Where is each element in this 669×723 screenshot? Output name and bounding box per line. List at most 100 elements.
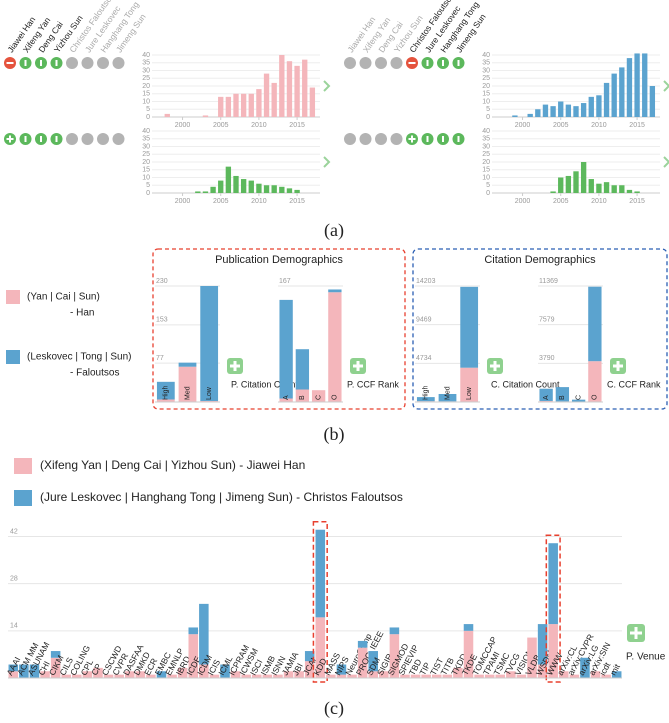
legend-swatch — [6, 350, 20, 364]
bar-segment — [611, 671, 622, 678]
button-label: C. Citation Count — [491, 379, 560, 389]
y-tick-label: 30 — [142, 143, 150, 150]
bar-segment — [484, 674, 495, 678]
category-label: O — [592, 394, 599, 400]
bar-segment — [539, 388, 553, 401]
bar-segment — [421, 674, 431, 678]
author-toggle[interactable] — [81, 57, 94, 69]
bar-segment — [156, 381, 175, 400]
bar-segment — [177, 667, 188, 678]
bar — [294, 189, 300, 193]
bar — [550, 191, 556, 193]
author-toggle[interactable] — [375, 133, 387, 145]
bar-segment — [178, 366, 197, 402]
category-label: A — [283, 395, 290, 400]
bar-segment — [200, 286, 219, 401]
group-box — [412, 248, 668, 410]
bar-segment — [548, 624, 558, 678]
y-tick-label: 25 — [142, 151, 150, 158]
bar — [565, 175, 572, 193]
highlight-box — [312, 520, 328, 683]
bar-segment — [315, 529, 326, 618]
author-toggle[interactable] — [97, 133, 109, 145]
bar-segment — [8, 664, 19, 672]
bar — [286, 61, 293, 117]
y-tick-label: 25 — [142, 75, 150, 82]
y-tick-label: 15 — [142, 167, 150, 174]
x-tick-label: 2000 — [515, 198, 531, 205]
bar-segment — [328, 292, 342, 402]
bar-segment — [19, 664, 29, 678]
bar-segment — [93, 667, 103, 678]
bar-segment — [389, 634, 400, 678]
author-toggle[interactable] — [344, 133, 356, 145]
bar — [535, 109, 541, 117]
bar-segment — [588, 286, 602, 362]
bar-segment — [279, 299, 293, 399]
x-tick-label: 2005 — [213, 198, 229, 205]
bar — [294, 65, 300, 117]
bar-segment — [580, 657, 590, 678]
bar-segment — [146, 674, 156, 678]
author-toggle[interactable] — [66, 57, 78, 69]
bar — [611, 73, 617, 117]
y-tick-label: 77 — [156, 355, 164, 362]
bar-segment — [326, 674, 336, 678]
bar — [558, 101, 564, 117]
author-toggle[interactable] — [390, 57, 403, 69]
author-toggle[interactable] — [81, 133, 94, 145]
bar — [202, 191, 209, 193]
y-tick-label: 15 — [482, 91, 490, 98]
bar — [580, 162, 587, 193]
legend-label: (Yan | Cai | Sun) — [27, 292, 100, 303]
button-label: P. CCF Rank — [347, 379, 399, 389]
bar-segment — [474, 674, 484, 678]
bar-segment — [516, 674, 527, 678]
bar — [164, 113, 170, 117]
y-tick-label: 40 — [142, 128, 150, 135]
category-label: O — [332, 394, 339, 400]
y-tick-label: 153 — [156, 317, 168, 324]
bar-segment — [336, 674, 347, 678]
bar-segment — [304, 661, 315, 678]
bar-segment — [571, 399, 586, 402]
author-toggle[interactable] — [112, 57, 125, 69]
x-tick-label: 2000 — [515, 122, 531, 129]
author-toggle[interactable] — [344, 57, 356, 69]
bar-segment — [220, 664, 230, 678]
bar-segment — [241, 674, 251, 678]
bar — [603, 182, 610, 193]
bar — [263, 73, 270, 117]
bar — [271, 82, 277, 117]
bar — [240, 179, 247, 193]
bar-segment — [431, 674, 442, 678]
y-tick-label: 35 — [482, 60, 490, 67]
author-toggle[interactable] — [390, 133, 403, 145]
expand-arrow[interactable] — [323, 80, 331, 92]
y-tick-label: 30 — [142, 67, 150, 74]
bar-segment — [601, 674, 611, 678]
bar-segment — [315, 617, 326, 678]
bar-segment — [295, 389, 310, 402]
author-toggle[interactable] — [97, 57, 109, 69]
expand-arrow[interactable] — [323, 156, 331, 168]
bar — [619, 185, 625, 193]
category-label: C — [315, 395, 322, 400]
legend-label: (Jure Leskovec | Hanghang Tong | Jimeng … — [40, 490, 403, 504]
bar-segment — [50, 651, 61, 658]
y-tick-label: 5 — [486, 106, 490, 113]
expand-arrow[interactable] — [663, 80, 669, 92]
author-toggle[interactable] — [112, 133, 125, 145]
button-label: P. Citation Count — [231, 379, 298, 389]
bar-segment — [368, 651, 378, 672]
bar-segment — [460, 367, 479, 402]
author-toggle[interactable] — [375, 57, 387, 69]
x-tick-label: 2015 — [289, 198, 305, 205]
author-toggle[interactable] — [66, 133, 78, 145]
bar — [248, 180, 254, 193]
bar — [588, 179, 594, 193]
bar-segment — [328, 289, 342, 293]
author-toggle[interactable] — [359, 133, 372, 145]
expand-arrow[interactable] — [663, 156, 669, 168]
author-toggle[interactable] — [359, 57, 372, 69]
